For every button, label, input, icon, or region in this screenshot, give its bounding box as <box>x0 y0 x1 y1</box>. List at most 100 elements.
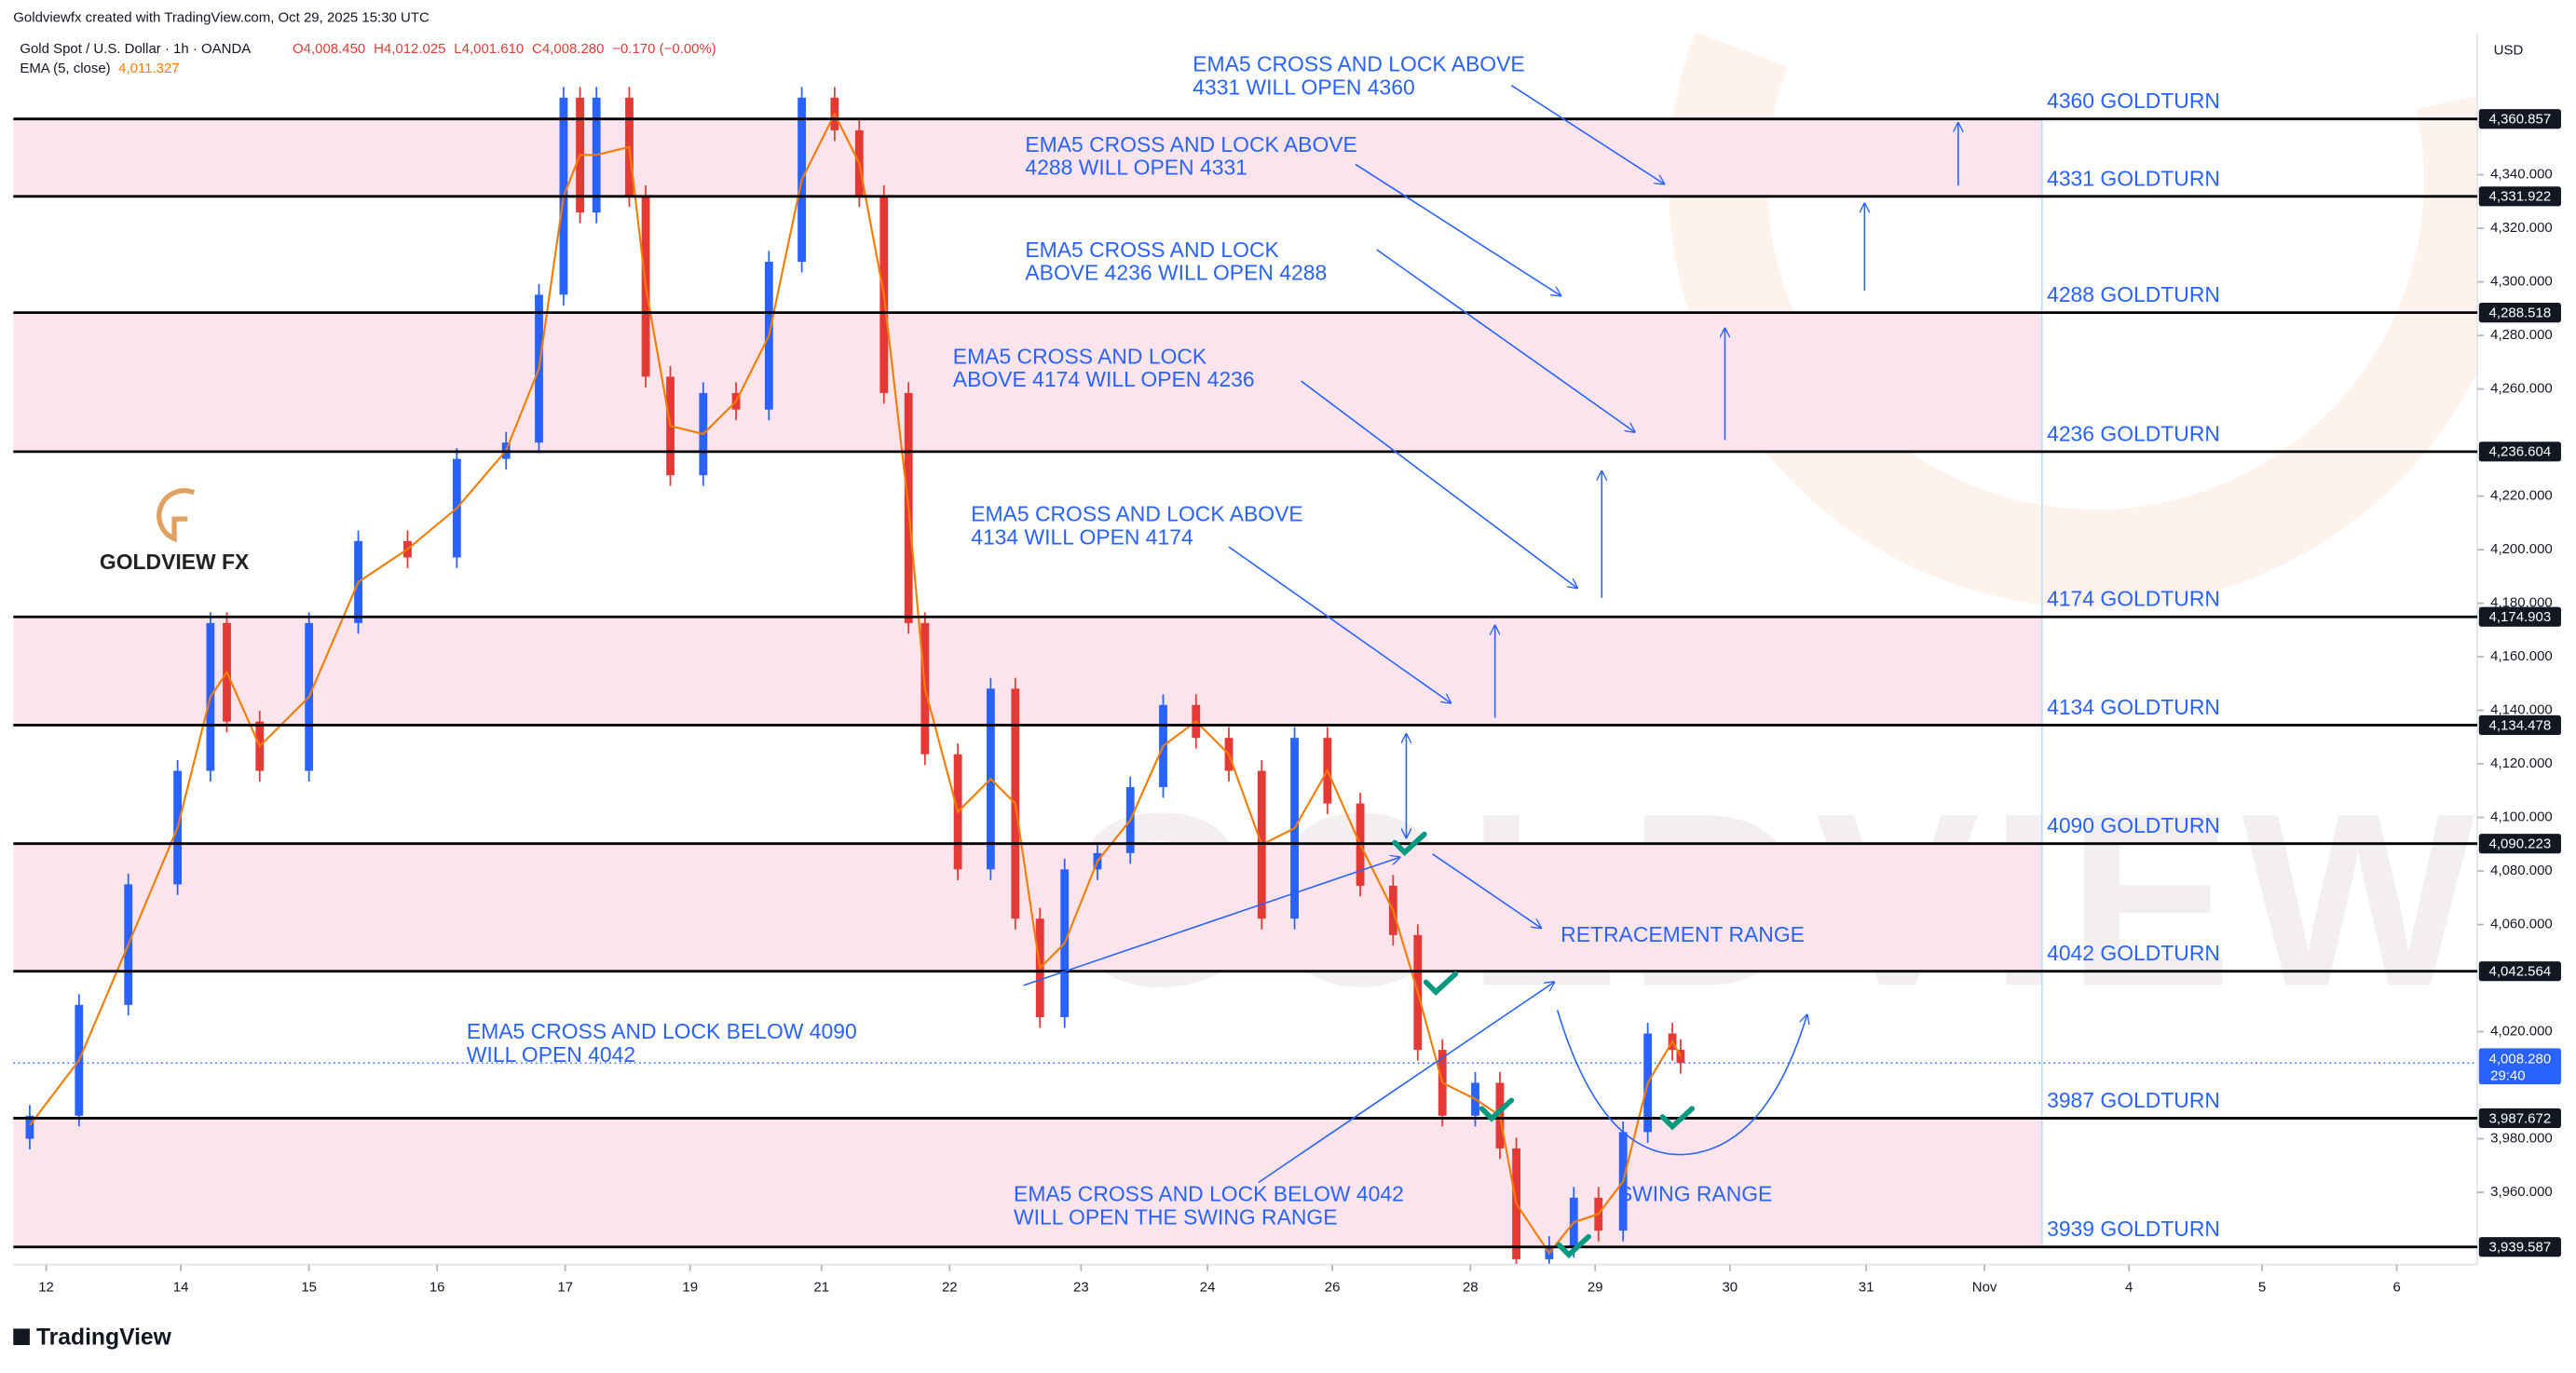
price-box <box>2478 186 2561 207</box>
annotation: EMA5 CROSS AND LOCK <box>1025 238 1279 262</box>
price-box-label: 4,288.518 <box>2489 305 2552 320</box>
last-price-box <box>2478 1048 2561 1085</box>
y-tick-label: 4,180.000 <box>2490 595 2553 611</box>
brand: TradingView <box>36 1325 172 1350</box>
ohlc-label: −0.170 (−0.00%) <box>612 41 716 57</box>
x-tick-label: 14 <box>173 1279 189 1295</box>
y-tick-label: 4,080.000 <box>2490 863 2553 878</box>
level-name: 4090 GOLDTURN <box>2047 813 2220 837</box>
level-name: 4236 GOLDTURN <box>2047 421 2220 445</box>
y-tick-label: 3,980.000 <box>2490 1130 2553 1146</box>
ohlc-label: C4,008.280 <box>532 41 604 57</box>
annotation: 4134 WILL OPEN 4174 <box>971 524 1193 549</box>
level-name: 4134 GOLDTURN <box>2047 695 2220 719</box>
x-tick-label: 31 <box>1859 1279 1874 1295</box>
x-tick-label: 16 <box>429 1279 445 1295</box>
credit: Goldviewfx created with TradingView.com,… <box>13 9 429 25</box>
x-tick-label: 24 <box>1200 1279 1216 1295</box>
candle-body <box>25 1115 34 1139</box>
y-tick-label: 4,280.000 <box>2490 327 2553 343</box>
annotation: EMA5 CROSS AND LOCK BELOW 4042 <box>1014 1182 1404 1206</box>
indicator-name: EMA (5, close) <box>20 61 110 76</box>
arrow <box>1023 857 1400 986</box>
x-tick-label: 22 <box>942 1279 958 1295</box>
level-name: 3939 GOLDTURN <box>2047 1217 2220 1241</box>
zone-band <box>13 617 2042 726</box>
x-tick-label: 19 <box>682 1279 698 1295</box>
annotation: EMA5 CROSS AND LOCK BELOW 4090 <box>467 1019 857 1043</box>
logo-mark <box>157 488 196 543</box>
countdown: 29:40 <box>2490 1067 2525 1083</box>
swing-curve <box>1556 1010 1807 1156</box>
price-box <box>2478 109 2561 129</box>
last-price-label: 4,008.280 <box>2489 1052 2552 1067</box>
annotation: SWING RANGE <box>1618 1182 1772 1206</box>
check-mark <box>1556 1233 1591 1258</box>
check-mark <box>1479 1097 1515 1122</box>
y-tick-label: 4,020.000 <box>2490 1023 2553 1039</box>
price-box <box>2478 1108 2561 1129</box>
price-box <box>2478 714 2561 736</box>
x-tick-label: 12 <box>38 1279 54 1295</box>
level-name: 4331 GOLDTURN <box>2047 166 2220 190</box>
annotation: EMA5 CROSS AND LOCK ABOVE <box>971 502 1302 526</box>
y-tick-label: 4,320.000 <box>2490 220 2553 236</box>
price-box <box>2478 834 2561 854</box>
zone-band <box>13 312 2042 452</box>
price-box-label: 4,090.223 <box>2489 836 2552 851</box>
y-tick-label: 4,140.000 <box>2490 702 2553 718</box>
ohlc-label: L4,001.610 <box>454 41 524 57</box>
x-tick-label: 26 <box>1325 1279 1341 1295</box>
annotation: EMA5 CROSS AND LOCK <box>953 344 1207 368</box>
candle-body <box>1676 1050 1685 1064</box>
x-tick-label: 4 <box>2125 1279 2133 1295</box>
indicator-value: 4,011.327 <box>118 61 179 76</box>
price-box-label: 4,134.478 <box>2489 717 2552 733</box>
x-tick-label: Nov <box>1972 1279 1997 1295</box>
price-box-label: 4,360.857 <box>2489 111 2552 127</box>
annotation: 4331 WILL OPEN 4360 <box>1193 75 1415 99</box>
arrow <box>1355 163 1561 295</box>
arrow <box>1510 85 1664 184</box>
y-tick-label: 4,060.000 <box>2490 916 2553 931</box>
price-box <box>2478 1237 2561 1257</box>
price-box-label: 4,236.604 <box>2489 444 2552 460</box>
watermark-logo <box>1668 33 2478 608</box>
y-tick-label: 4,220.000 <box>2490 488 2553 504</box>
level-name: 4042 GOLDTURN <box>2047 941 2220 965</box>
annotation: ABOVE 4236 WILL OPEN 4288 <box>1025 260 1327 284</box>
price-box <box>2478 606 2561 627</box>
logo-text: GOLDVIEW FX <box>100 550 250 574</box>
annotation: WILL OPEN THE SWING RANGE <box>1014 1204 1337 1229</box>
currency: USD <box>2494 43 2524 59</box>
ohlc-label: H4,012.025 <box>374 41 445 57</box>
price-box-label: 3,987.672 <box>2489 1110 2552 1126</box>
annotation: EMA5 CROSS AND LOCK ABOVE <box>1193 52 1524 76</box>
annotation: RETRACEMENT RANGE <box>1561 922 1805 946</box>
x-tick-label: 23 <box>1073 1279 1089 1295</box>
x-tick-label: 15 <box>301 1279 317 1295</box>
brand-icon <box>13 1328 30 1346</box>
check-mark <box>1659 1106 1696 1131</box>
y-tick-label: 4,100.000 <box>2490 809 2553 825</box>
zone-band <box>13 118 2042 197</box>
y-tick-label: 4,260.000 <box>2490 381 2553 397</box>
y-tick-label: 4,120.000 <box>2490 755 2553 771</box>
arrow <box>1228 546 1451 703</box>
annotation: 4288 WILL OPEN 4331 <box>1025 156 1247 180</box>
y-tick-label: 4,340.000 <box>2490 167 2553 183</box>
x-tick-label: 29 <box>1588 1279 1603 1295</box>
y-tick-label: 4,300.000 <box>2490 274 2553 290</box>
x-tick-label: 30 <box>1722 1279 1738 1295</box>
arrow <box>1376 249 1635 432</box>
y-tick-label: 4,160.000 <box>2490 648 2553 664</box>
level-name: 4174 GOLDTURN <box>2047 587 2220 611</box>
title: Gold Spot / U.S. Dollar · 1h · OANDA <box>20 41 251 57</box>
price-box-label: 4,331.922 <box>2489 189 2552 205</box>
price-box <box>2478 303 2561 323</box>
annotation: EMA5 CROSS AND LOCK ABOVE <box>1025 132 1356 156</box>
check-mark <box>1423 971 1459 996</box>
arrow <box>1301 380 1577 588</box>
level-name: 3987 GOLDTURN <box>2047 1088 2220 1112</box>
price-box-label: 4,174.903 <box>2489 609 2552 625</box>
